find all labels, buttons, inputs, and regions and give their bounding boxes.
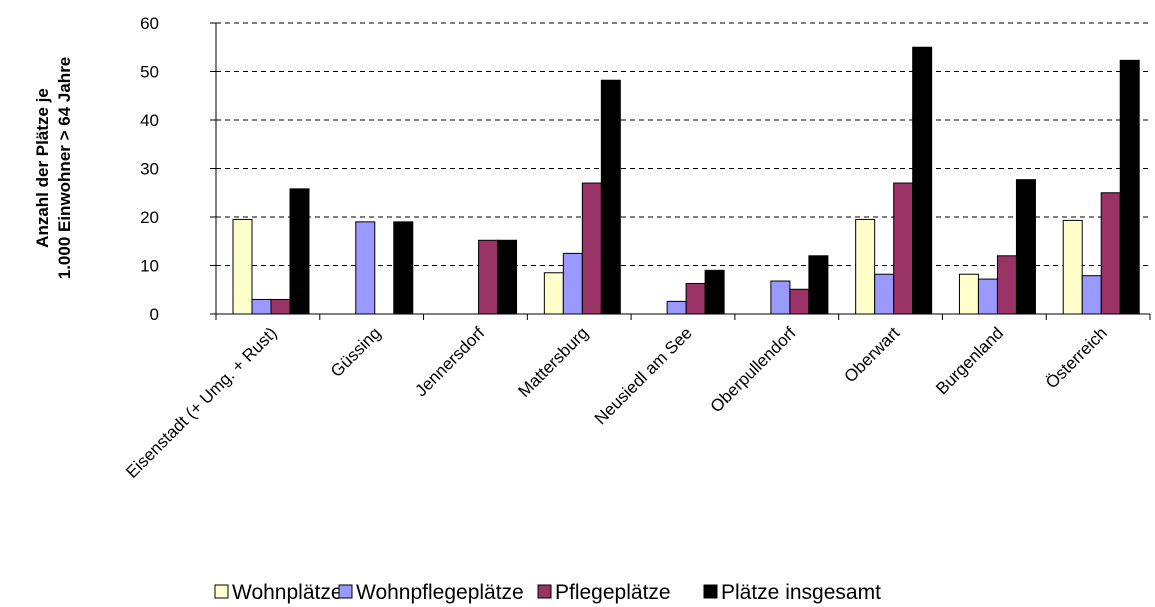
legend-label: Pflegeplätze xyxy=(555,581,671,604)
bar xyxy=(958,273,979,315)
legend-swatch xyxy=(537,584,552,599)
bar xyxy=(808,255,829,315)
bar xyxy=(270,298,291,315)
y-tick-label: 60 xyxy=(140,14,159,33)
bar xyxy=(666,300,687,315)
bar xyxy=(685,282,706,315)
legend-label: Plätze insgesamt xyxy=(721,581,881,604)
bar xyxy=(289,188,310,315)
bars xyxy=(232,46,1140,315)
legend-swatch xyxy=(338,584,353,599)
bar xyxy=(581,182,602,315)
y-tick-label: 0 xyxy=(150,305,159,324)
legend-label: Wohnplätze xyxy=(232,581,343,604)
bar xyxy=(1081,275,1102,315)
bar xyxy=(704,269,725,315)
bar xyxy=(232,218,253,315)
y-tick-label: 20 xyxy=(140,208,159,227)
x-tick-marks xyxy=(215,314,1151,320)
bar xyxy=(251,298,272,315)
category-label: Burgenland xyxy=(932,323,1007,398)
category-label: Jennersdorf xyxy=(411,323,488,400)
y-tick-label: 30 xyxy=(140,160,159,179)
category-labels: Eisenstadt (+ Umg. + Rust) Güssing Jenners… xyxy=(122,323,1111,482)
bar xyxy=(543,272,564,315)
bar xyxy=(393,221,414,315)
bar xyxy=(770,280,791,315)
bar xyxy=(855,218,876,315)
category-label: Oberpullendorf xyxy=(707,323,800,416)
bar xyxy=(996,255,1017,315)
gridlines xyxy=(216,22,1150,266)
bar xyxy=(874,273,895,315)
bar xyxy=(912,46,933,315)
y-axis-label-line2: 1.000 Einwohner > 64 Jahre xyxy=(55,57,74,280)
bar xyxy=(789,288,810,315)
bar xyxy=(1119,59,1140,315)
legend-swatch xyxy=(214,584,229,599)
bar xyxy=(1062,219,1083,315)
bar xyxy=(497,239,518,315)
legend: Wohnplätze Wohnpflegeplätze Pflegeplätze Pl… xyxy=(214,581,881,604)
bar xyxy=(355,221,376,315)
y-tick-label: 40 xyxy=(140,111,159,130)
y-axis-label-line1: Anzahl der Plätze je xyxy=(33,88,52,248)
bar xyxy=(562,252,583,315)
category-label: Neusiedl am See xyxy=(591,323,696,428)
y-tick-label: 10 xyxy=(140,257,159,276)
category-label: Oberwart xyxy=(841,323,904,386)
bar xyxy=(977,278,998,315)
bar xyxy=(893,182,914,315)
bar xyxy=(478,239,499,315)
bar xyxy=(1100,192,1121,315)
bar xyxy=(600,79,621,315)
y-tick-label: 50 xyxy=(140,63,159,82)
category-label: Mattersburg xyxy=(514,323,592,401)
legend-swatch xyxy=(703,584,718,599)
bar xyxy=(1015,179,1036,315)
category-label: Eisenstadt (+ Umg. + Rust) xyxy=(122,323,280,481)
y-tick-labels: 0 10 20 30 40 50 60 xyxy=(140,14,216,324)
category-label: Güssing xyxy=(327,323,385,381)
category-label: Österreich xyxy=(1042,323,1111,392)
legend-label: Wohnpflegeplätze xyxy=(356,581,524,604)
